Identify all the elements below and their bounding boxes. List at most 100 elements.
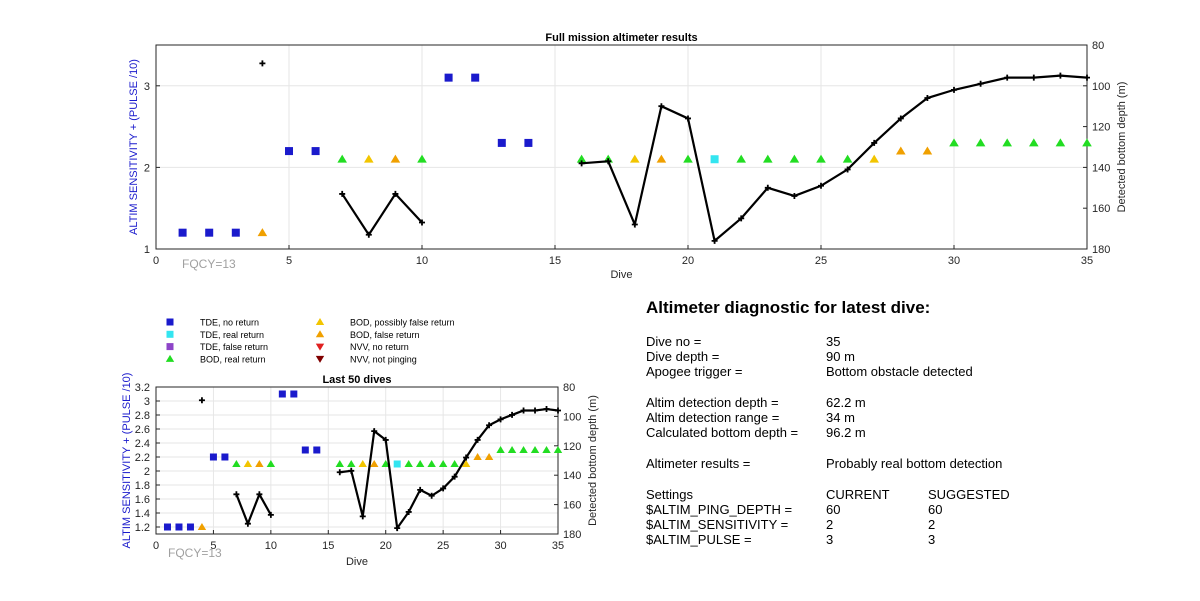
- y-right-tick-label: 100: [563, 411, 581, 423]
- legend-label: TDE, no return: [200, 318, 259, 328]
- depth-point: [578, 160, 585, 167]
- legend-marker-bod-possibly-false: [315, 318, 325, 325]
- x-tick-label: 5: [286, 255, 292, 267]
- x-tick-label: 10: [265, 540, 277, 552]
- data-marker-bod-real-return: [789, 154, 800, 163]
- legend-label: NVV, no return: [350, 342, 409, 352]
- legend: TDE, no return TDE, real return TDE, false…: [165, 318, 455, 364]
- data-marker-bod-real-return: [415, 460, 425, 467]
- depth-point: [951, 86, 957, 93]
- depth-point: [486, 422, 493, 429]
- diag-label: Dive no =: [646, 334, 702, 349]
- x-tick-label: 5: [210, 540, 216, 552]
- data-marker-tde-no-return: [497, 138, 506, 147]
- chart-panel-1: 0 5 10 15 20 25 30 35 1 2 3 80 100 120 140 160 180 Full m…: [128, 32, 1128, 281]
- data-marker-bod-real-return: [530, 446, 540, 453]
- depth-point: [605, 158, 612, 165]
- data-marker-bod-real-return: [975, 138, 986, 147]
- depth-point: [631, 221, 638, 228]
- diag-value: 35: [826, 334, 841, 349]
- legend-marker-tde-real-return: [166, 330, 174, 338]
- x-tick-label: 25: [815, 255, 827, 267]
- setting-current: 3: [826, 532, 834, 547]
- depth-point: [233, 491, 240, 498]
- depth-point: [871, 139, 878, 146]
- settings-header-suggested: SUGGESTED: [928, 487, 1010, 502]
- legend-marker-nvv-no-return: [315, 343, 325, 351]
- data-marker-bod-real-return: [519, 446, 528, 453]
- legend-marker-bod-false-return: [315, 330, 325, 338]
- data-marker-bod-real-return: [417, 154, 427, 163]
- diag-label: Calculated bottom depth =: [646, 425, 799, 440]
- data-marker-tde-no-return: [175, 523, 183, 531]
- plot-frame: [155, 44, 1088, 250]
- y-left-tick-label: 1: [144, 244, 150, 256]
- data-marker-bod-real-return: [337, 154, 347, 163]
- diag-value: Bottom obstacle detected: [826, 364, 973, 379]
- depth-point: [382, 436, 389, 443]
- data-marker-tde-no-return: [163, 523, 171, 531]
- data-marker-bod-real-return: [1002, 138, 1012, 147]
- depth-point: [419, 219, 425, 226]
- data-marker-tde-no-return: [178, 228, 187, 237]
- setting-label: $ALTIM_PING_DEPTH =: [646, 502, 793, 517]
- data-marker-bod-false-return: [390, 154, 401, 163]
- setting-suggested: 2: [928, 517, 936, 532]
- x-tick-label: 20: [380, 540, 392, 552]
- depth-point: [394, 525, 401, 532]
- data-marker-bod-real-return: [736, 154, 746, 163]
- depth-point: [685, 115, 691, 122]
- depth-point: [365, 231, 372, 238]
- x-tick-label: 0: [153, 540, 159, 552]
- y-left-tick-label: 2.2: [135, 452, 150, 464]
- settings-header-label: Settings: [646, 487, 693, 502]
- data-marker-bod-possibly-false: [358, 460, 367, 467]
- legend-marker-bod-real-return: [165, 354, 175, 362]
- data-marker-bod-false-return: [370, 460, 379, 467]
- chart-title: Last 50 dives: [322, 374, 391, 386]
- y-left-tick-label: 3: [144, 396, 150, 408]
- data-marker-bod-real-return: [576, 154, 587, 163]
- data-marker-tde-no-return: [231, 228, 240, 237]
- depth-point: [555, 407, 561, 414]
- depth-point: [844, 166, 851, 173]
- data-marker-bod-real-return: [335, 460, 344, 467]
- legend-label: TDE, false return: [200, 342, 268, 352]
- depth-point: [1004, 74, 1011, 81]
- x-tick-label: 20: [682, 255, 694, 267]
- data-marker-bod-false-return: [197, 523, 207, 530]
- data-marker-bod-false-return: [257, 228, 268, 237]
- depth-line: [339, 407, 559, 532]
- chart-panel-2: 0 5 10 15 20 25 30 35 1.2 1.4 1.6 1.8 2 2.2 2.4 2.6 2.8 3…: [121, 373, 599, 568]
- legend-label: TDE, real return: [200, 330, 264, 340]
- data-marker-bod-real-return: [232, 460, 241, 467]
- depth-point: [509, 411, 516, 418]
- data-marker-bod-real-return: [450, 460, 459, 467]
- depth-point: [440, 485, 447, 492]
- x-tick-label: 35: [1081, 255, 1093, 267]
- data-marker-tde-real-return: [710, 155, 719, 164]
- data-marker-tde-no-return: [209, 453, 217, 461]
- depth-point: [532, 407, 539, 414]
- data-marker-bod-false-return: [896, 146, 906, 155]
- legend-marker-nvv-not-pinging: [315, 355, 325, 363]
- depth-point: [428, 492, 435, 499]
- diag-value: 34 m: [826, 410, 855, 425]
- data-marker-bod-real-return: [266, 460, 276, 467]
- fqcy-annotation: FQCY=13: [168, 546, 222, 560]
- data-marker-bod-false-return: [656, 154, 667, 163]
- depth-point: [818, 182, 824, 189]
- y-left-tick-label: 3.2: [135, 382, 150, 394]
- x-tick-label: 10: [416, 255, 428, 267]
- data-marker-bod-possibly-false: [243, 460, 253, 467]
- depth-point: [417, 486, 424, 493]
- setting-label: $ALTIM_SENSITIVITY =: [646, 517, 789, 532]
- y-left-tick-label: 1.8: [135, 480, 150, 492]
- depth-point: [348, 467, 355, 474]
- y-right-axis-label: Detected bottom depth (m): [1116, 82, 1128, 213]
- y-right-tick-label: 140: [563, 470, 581, 482]
- data-marker-bod-real-return: [1082, 138, 1092, 147]
- diag-value: 62.2 m: [826, 395, 866, 410]
- data-marker-bod-false-return: [922, 146, 933, 155]
